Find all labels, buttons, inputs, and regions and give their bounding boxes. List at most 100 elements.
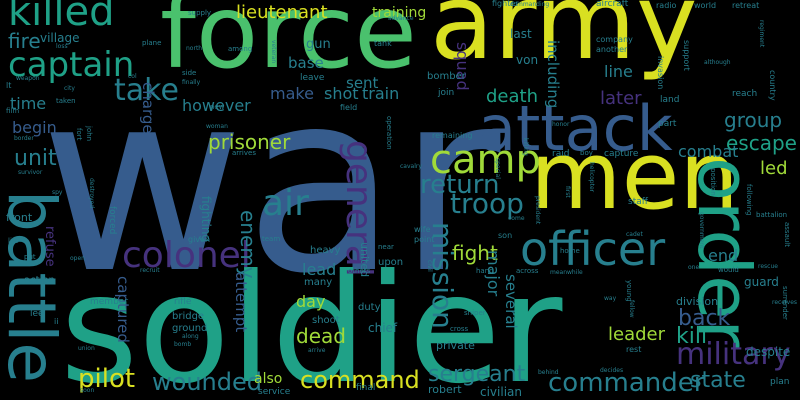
word-union: union (78, 345, 95, 352)
word-action: action (24, 275, 55, 286)
word-final: final (356, 383, 376, 393)
word-cross: cross (450, 325, 469, 333)
word-gun: gun (306, 37, 331, 52)
word-one: one (688, 264, 700, 271)
word-radio: radio (656, 1, 677, 10)
word-chief: chief (368, 321, 398, 335)
word-plan: plan (770, 377, 790, 387)
word-first: first (564, 186, 571, 198)
word-decides: decides (600, 367, 624, 374)
word-come: come (508, 215, 525, 222)
word-village: village (40, 31, 80, 45)
word-bomber: bomber (427, 71, 466, 82)
word-loss: loss (56, 43, 68, 50)
word-way: way (604, 295, 617, 302)
word-part: part (658, 119, 677, 129)
word-point: point (414, 235, 435, 244)
word-many: many (304, 277, 333, 288)
word-also: also (254, 371, 283, 387)
word-rescue: rescue (758, 263, 778, 270)
word-guard: guard (744, 275, 779, 289)
word-survivor: survivor (18, 169, 43, 176)
word-return: return (420, 170, 500, 200)
word-staff: staff (628, 197, 648, 207)
word-tank: tank (374, 39, 392, 48)
word-military: military (676, 337, 791, 372)
word-john: john (85, 126, 93, 142)
word-capture: capture (604, 149, 639, 159)
word-along: along (182, 333, 199, 340)
word-death: death (486, 86, 538, 107)
word-fellow: fellow (628, 300, 635, 318)
word-plane: plane (142, 39, 162, 47)
word-retreat: retreat (732, 1, 760, 10)
word-charge: charge (139, 82, 157, 134)
word-combat: combat (678, 142, 739, 161)
word-member: member (90, 297, 129, 307)
word-sent: sent (346, 74, 379, 92)
word-spy: spy (52, 189, 63, 196)
word-state: state (690, 368, 746, 393)
word-city: city (64, 85, 75, 92)
word-shot: shot (324, 84, 359, 103)
word-meanwhile: meanwhile (550, 269, 583, 276)
word-honor: honor (552, 121, 570, 128)
word-take: take (114, 73, 179, 108)
word-recruit: recruit (140, 267, 160, 274)
word-across: across (516, 267, 539, 275)
word-end: end (708, 246, 739, 265)
word-join: join (438, 88, 455, 98)
word-army: army (430, 0, 698, 83)
word-forced: forced (107, 206, 117, 235)
word-camp: camp (430, 137, 541, 183)
word-assault: assault (783, 222, 791, 247)
word-soldier: soldier (60, 243, 563, 400)
word-reach: reach (732, 89, 758, 99)
word-squad: squad (453, 42, 472, 91)
word-service: service (258, 387, 291, 397)
word-civilian: civilian (480, 385, 522, 399)
word-ground: ground (172, 323, 208, 334)
word-despite: despite (746, 345, 791, 359)
word-border: border (14, 135, 34, 142)
word-new: new (210, 103, 225, 111)
word-command: command (300, 366, 420, 394)
word-force: force (160, 0, 417, 92)
word-son: son (498, 231, 513, 240)
word-lt: lt (6, 81, 12, 90)
word-commanding: commanding (510, 1, 550, 8)
word-following: following (745, 184, 753, 216)
word-fire: fire (8, 29, 41, 53)
word-bridge: bridge (172, 311, 205, 322)
word-however: however (182, 96, 251, 115)
word-sergeant: sergeant (428, 362, 526, 387)
word-war: war (40, 37, 501, 328)
word-land: land (660, 95, 680, 105)
word-back: back (678, 306, 731, 331)
word-escape: escape (726, 131, 797, 155)
word-wounded: wounded (152, 368, 262, 396)
word-division: division (676, 295, 719, 308)
word-unit: unit (14, 146, 57, 171)
word-lead: lead (302, 260, 337, 279)
word-raid: raid (552, 149, 570, 159)
word-advance: advance (388, 15, 414, 22)
word-including: including (544, 40, 562, 109)
word-shoot: shoot (312, 315, 340, 326)
word-wife: wife (414, 225, 431, 234)
word-film: film (6, 107, 20, 115)
word-captain: captain (8, 45, 135, 85)
word-training: training (372, 5, 427, 21)
word-president: president (534, 196, 541, 225)
word-attack: attack (478, 92, 673, 165)
word-cadet: cadet (626, 231, 643, 238)
word-duty: duty (358, 302, 381, 313)
word-would: would (718, 266, 739, 274)
word-pilot: pilot (78, 364, 136, 394)
word-fighter: fighter (492, 0, 519, 8)
word-officer: officer (520, 222, 666, 276)
word-enemy: enemy (236, 210, 260, 279)
word-arrive: arrive (308, 347, 326, 354)
word-bomb: bomb (174, 341, 192, 348)
word-young: young (625, 280, 633, 302)
